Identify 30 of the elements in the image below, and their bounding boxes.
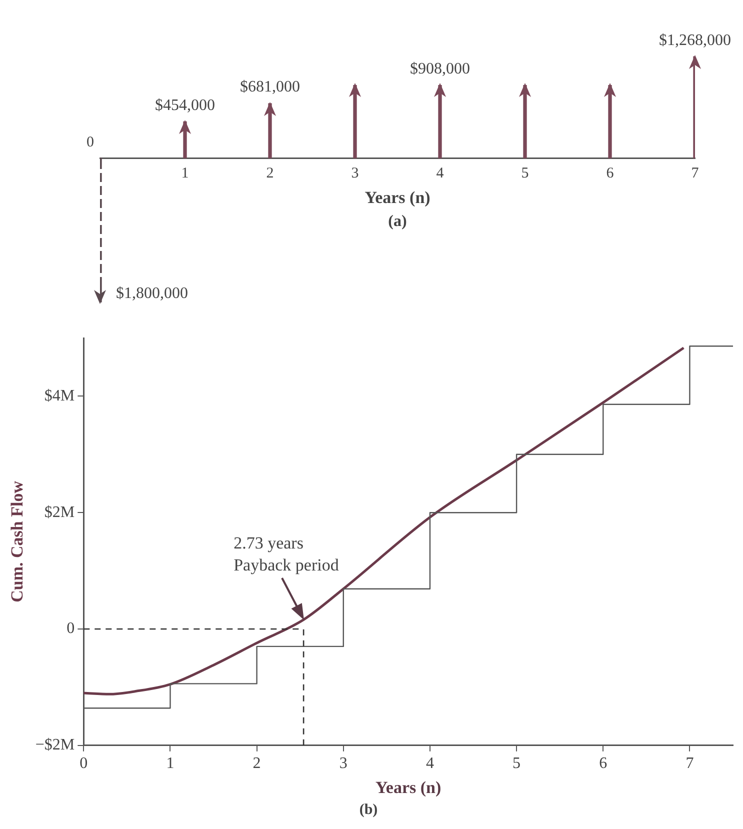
x-tick-label: 1 [166, 755, 174, 772]
y-tick-label: $4M [44, 387, 75, 404]
x-tick-label: 7 [686, 755, 694, 772]
x-tick-label: 6 [606, 165, 614, 182]
x-tick-label: 7 [691, 165, 700, 182]
x-tick-label: 0 [80, 755, 88, 772]
x-axis-title: Years (n) [364, 188, 430, 207]
data-label: $454,000 [155, 96, 215, 114]
annotation: $1,800,000 [116, 285, 188, 302]
data-label: $1,268,000 [659, 32, 731, 49]
x-axis-title: Years (n) [376, 778, 442, 798]
x-tick-label: 4 [436, 165, 444, 182]
y-tick-label: −$2M [35, 736, 75, 754]
data-label: $681,000 [240, 78, 300, 96]
data-label: $908,000 [410, 60, 470, 78]
y-tick-label: 0 [66, 620, 75, 638]
text: (a) [388, 213, 407, 230]
x-tick-label: 1 [181, 165, 189, 182]
annotation: 2.73 years Payback period [234, 534, 340, 575]
x-tick-label: 5 [512, 755, 521, 772]
x-tick-label: 5 [521, 165, 529, 182]
y-axis-title: Cum. Cash Flow [8, 480, 27, 602]
x-tick-label: 4 [426, 755, 434, 772]
x-tick-label: 3 [339, 755, 348, 772]
x-tick-label: 2 [252, 755, 261, 772]
x-tick-label: 2 [266, 165, 274, 182]
x-tick-label: 3 [351, 165, 359, 182]
y-tick-label: $2M [44, 504, 75, 521]
text: (b) [359, 802, 378, 818]
x-tick-label: 6 [599, 755, 608, 772]
